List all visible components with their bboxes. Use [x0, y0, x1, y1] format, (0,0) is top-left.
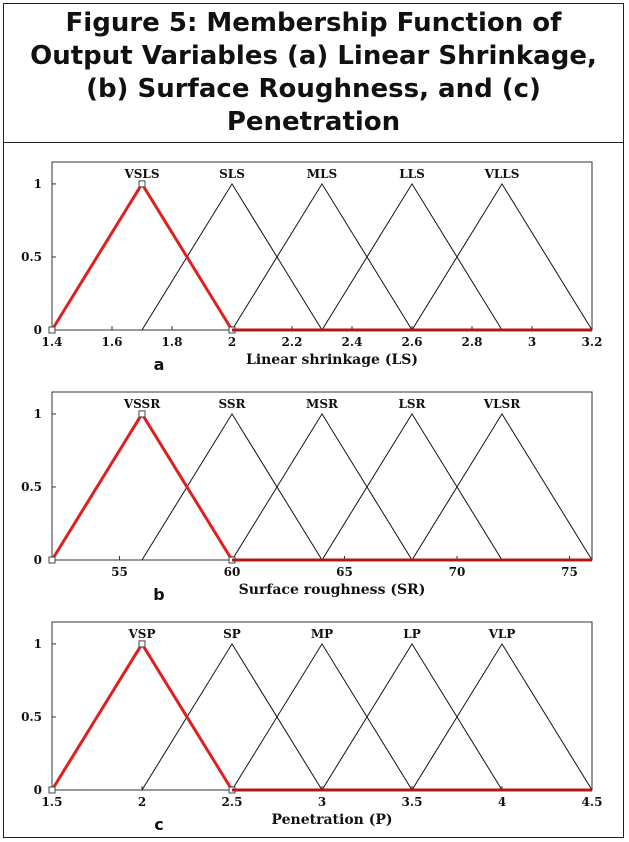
membership-label-vsls: VSLS — [123, 167, 159, 181]
membership-line-sp — [141, 642, 323, 791]
x-tick-label: 3.2 — [582, 335, 603, 349]
membership-line-vlls — [411, 182, 593, 331]
membership-label-vssr: VSSR — [123, 397, 161, 411]
y-tick-label: 1 — [34, 407, 42, 421]
plot-area — [51, 391, 593, 561]
x-tick-label: 4 — [498, 795, 506, 809]
x-tick-label: 75 — [561, 565, 578, 579]
start-marker — [48, 326, 56, 334]
peak-marker — [138, 640, 146, 648]
membership-line-ssr — [141, 412, 323, 561]
x-tick-label: 2 — [138, 795, 146, 809]
figure-title-box: Figure 5: Membership Function of Output … — [4, 4, 623, 143]
chart-surface-roughness: 55 60 65 70 75 0 0.5 1 SSR MSR LSR VLSR VSSR Surface … — [21, 391, 593, 604]
panel-label: a — [154, 355, 165, 374]
x-tick-label: 3 — [528, 335, 536, 349]
figure-frame: Figure 5: Membership Function of Output … — [3, 3, 624, 838]
membership-label-msr: MSR — [306, 397, 339, 411]
start-marker — [48, 786, 56, 794]
membership-line-vlsr — [411, 412, 593, 561]
y-tick-label: 1 — [34, 637, 42, 651]
panel-label: c — [154, 815, 163, 834]
membership-label-vlsr: VLSR — [483, 397, 521, 411]
x-tick-label: 60 — [224, 565, 241, 579]
x-tick-label: 1.6 — [102, 335, 123, 349]
y-tick-label: 1 — [34, 177, 42, 191]
x-tick-label: 3.5 — [402, 795, 423, 809]
membership-label-ssr: SSR — [218, 397, 246, 411]
membership-label-mp: MP — [311, 627, 333, 641]
membership-line-mp — [231, 642, 413, 791]
x-tick-label: 2.2 — [282, 335, 303, 349]
panel-label: b — [153, 585, 164, 604]
peak-marker — [138, 180, 146, 188]
x-tick-label: 3 — [318, 795, 326, 809]
x-tick-label: 1.5 — [42, 795, 63, 809]
figure-title: Figure 5: Membership Function of Output … — [30, 8, 597, 137]
plot-area — [51, 621, 593, 791]
x-tick-label: 2.6 — [402, 335, 423, 349]
x-axis-label: Surface roughness (SR) — [239, 582, 426, 598]
x-axis-label: Linear shrinkage (LS) — [246, 352, 418, 368]
y-tick-label: 0.5 — [21, 250, 42, 264]
x-tick-label: 4.5 — [582, 795, 603, 809]
x-tick-label: 2 — [228, 335, 236, 349]
x-tick-label: 65 — [336, 565, 353, 579]
y-tick-label: 0 — [34, 783, 42, 797]
membership-label-vlp: VLP — [488, 627, 516, 641]
y-tick-label: 0 — [34, 553, 42, 567]
x-tick-label: 55 — [111, 565, 128, 579]
x-axis-label: Penetration (P) — [271, 812, 392, 828]
x-tick-label: 2.4 — [342, 335, 363, 349]
y-tick-label: 0.5 — [21, 710, 42, 724]
start-marker — [48, 556, 56, 564]
membership-line-lsr — [321, 412, 503, 561]
peak-marker — [138, 410, 146, 418]
x-tick-label: 2.8 — [462, 335, 483, 349]
membership-label-lp: LP — [403, 627, 420, 641]
y-tick-label: 0 — [34, 323, 42, 337]
chart-linear-shrinkage: 1.4 1.6 1.8 2 2.2 2.4 2.6 2.8 3 3.2 0 0.5 1 SLS MLS LLS… — [21, 161, 603, 374]
chart-penetration: 1.5 2 2.5 3 3.5 4 4.5 0 0.5 1 SP MP LP VLP VSP Penetrat… — [21, 621, 603, 834]
membership-label-mls: MLS — [307, 167, 337, 181]
membership-label-lls: LLS — [399, 167, 425, 181]
y-tick-label: 0.5 — [21, 480, 42, 494]
membership-line-lls — [321, 182, 503, 331]
membership-label-sp: SP — [223, 627, 241, 641]
x-tick-label: 70 — [449, 565, 466, 579]
x-tick-label: 1.8 — [162, 335, 183, 349]
x-tick-label: 2.5 — [222, 795, 243, 809]
membership-line-lp — [321, 642, 503, 791]
membership-label-vlls: VLLS — [484, 167, 520, 181]
membership-line-msr — [231, 412, 413, 561]
membership-label-vsp: VSP — [128, 627, 156, 641]
plot-area — [51, 161, 593, 331]
membership-line-vlp — [411, 642, 593, 791]
membership-label-lsr: LSR — [398, 397, 426, 411]
x-tick-label: 1.4 — [42, 335, 63, 349]
membership-label-sls: SLS — [219, 167, 245, 181]
membership-line-sls — [141, 182, 323, 331]
membership-line-mls — [231, 182, 413, 331]
